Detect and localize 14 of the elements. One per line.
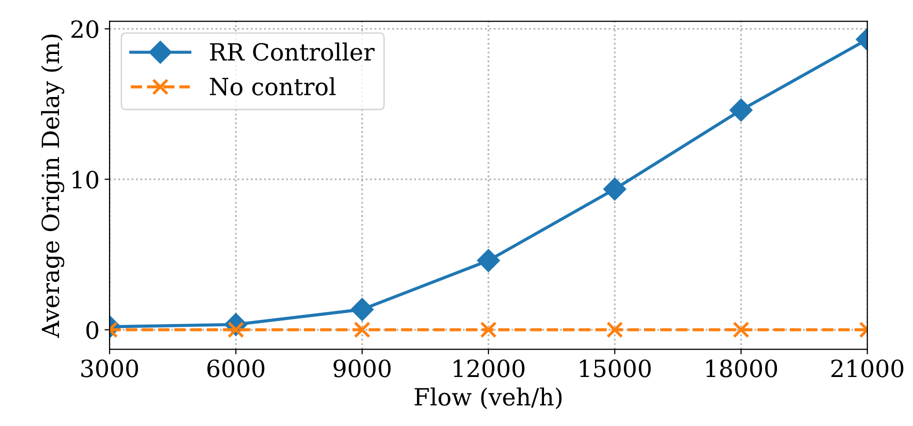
x-tick-label: 15000 [580,359,651,378]
x-tick-label: 9000 [334,359,391,378]
y-axis-title: Average Origin Delay (m) [41,34,64,338]
x-axis-title: Flow (veh/h) [414,387,562,410]
y-tick-label: 0 [86,321,98,340]
x-tick-label: 3000 [81,359,138,378]
x-tick-label: 12000 [454,359,524,378]
legend-label: RR Controller [210,42,375,61]
y-tick-label: 10 [72,170,98,189]
x-tick-label: 6000 [207,359,264,378]
x-tick-label: 18000 [706,359,778,378]
x-tick-label: 21000 [831,359,904,378]
y-tick-label: 20 [71,20,98,38]
legend-label: No control [210,77,336,96]
